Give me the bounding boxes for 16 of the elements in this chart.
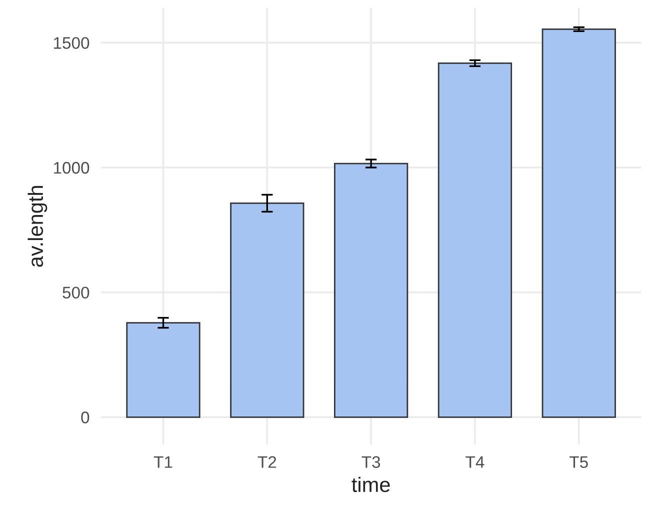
y-tick-label: 0 — [81, 412, 90, 424]
y-tick-label: 1500 — [54, 37, 90, 49]
y-axis-title: av.length — [28, 186, 48, 267]
bar — [334, 162, 408, 418]
x-axis-title: time — [352, 476, 390, 492]
x-tick-label: T4 — [466, 456, 484, 468]
bar — [438, 62, 512, 418]
bar — [230, 202, 304, 418]
bar — [542, 28, 616, 418]
y-tick-label: 1000 — [54, 162, 90, 174]
bar — [126, 322, 200, 418]
x-tick-label: T3 — [362, 456, 380, 468]
x-tick-label: T5 — [570, 456, 588, 468]
y-tick-label: 500 — [62, 286, 90, 299]
x-tick-label: T2 — [258, 456, 276, 468]
x-tick-label: T1 — [154, 456, 172, 468]
